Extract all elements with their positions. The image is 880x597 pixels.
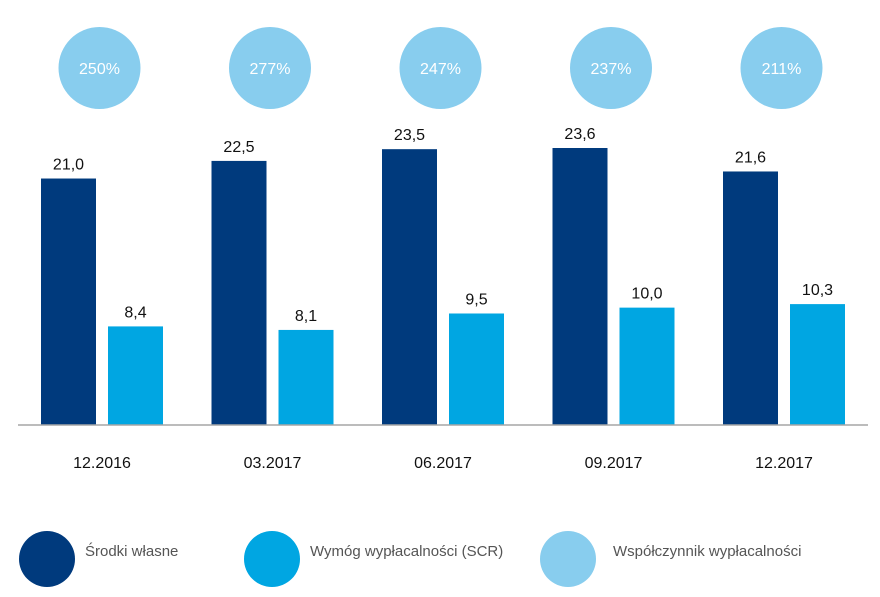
legend-label-0: Środki własne (85, 542, 178, 560)
bar-own-funds-12-2017 (723, 171, 778, 425)
legend-swatch-0 (19, 531, 75, 587)
data-label-own-funds-12-2016: 21,0 (53, 157, 84, 174)
data-label-own-funds-12-2017: 21,6 (735, 149, 766, 166)
data-label-scr-06-2017: 9,5 (465, 291, 487, 308)
tick-label-12-2016: 12.2016 (73, 455, 131, 472)
ratio-label-12-2017: 211% (762, 61, 802, 78)
x-axis-ticks: 12.2016 03.2017 06.2017 09.2017 12.2017 (73, 455, 813, 472)
tick-label-12-2017: 12.2017 (755, 455, 813, 472)
ratio-label-09-2017: 237% (591, 61, 632, 78)
bar-scr-09-2017 (619, 307, 675, 425)
ratio-circles: 250% 277% 247% 237% 211% (58, 27, 823, 109)
tick-label-09-2017: 09.2017 (585, 455, 643, 472)
ratio-circle-12-2017 (740, 27, 823, 109)
legend-swatch-2 (540, 531, 596, 587)
legend: Środki własne Wymóg wypłacalności (SCR) Ws… (19, 531, 801, 587)
data-label-scr-09-2017: 10,0 (631, 286, 662, 303)
ratio-label-03-2017: 277% (250, 61, 291, 78)
bar-scr-06-2017 (449, 313, 504, 425)
ratio-label-12-2016: 250% (79, 61, 120, 78)
bar-own-funds-12-2016 (41, 178, 96, 425)
ratio-circle-06-2017 (399, 27, 482, 109)
tick-label-06-2017: 06.2017 (414, 455, 472, 472)
legend-swatch-1 (244, 531, 300, 587)
ratio-label-06-2017: 247% (420, 61, 461, 78)
bar-scr-12-2017 (790, 304, 845, 425)
ratio-circle-09-2017 (570, 27, 652, 109)
data-label-own-funds-09-2017: 23,6 (564, 126, 595, 143)
data-label-own-funds-06-2017: 23,5 (394, 127, 425, 144)
bar-own-funds-09-2017 (552, 148, 608, 425)
ratio-circle-03-2017 (229, 27, 311, 109)
ratio-circle-12-2016 (58, 27, 141, 109)
legend-label-1: Wymóg wypłacalności (SCR) (310, 543, 503, 560)
tick-label-03-2017: 03.2017 (244, 455, 302, 472)
bars: 21,0 8,4 22,5 8,1 23,5 9,5 23,6 10,0 21,6 10,3 (41, 126, 845, 426)
data-label-scr-03-2017: 8,1 (295, 308, 317, 325)
bar-scr-03-2017 (278, 329, 334, 425)
bar-own-funds-06-2017 (382, 149, 437, 426)
data-label-own-funds-03-2017: 22,5 (223, 139, 254, 156)
legend-label-2: Współczynnik wypłacalności (613, 543, 801, 560)
bar-scr-12-2016 (108, 326, 163, 425)
bar-own-funds-03-2017 (211, 160, 267, 425)
data-label-scr-12-2016: 8,4 (124, 304, 146, 321)
data-label-scr-12-2017: 10,3 (802, 282, 833, 299)
